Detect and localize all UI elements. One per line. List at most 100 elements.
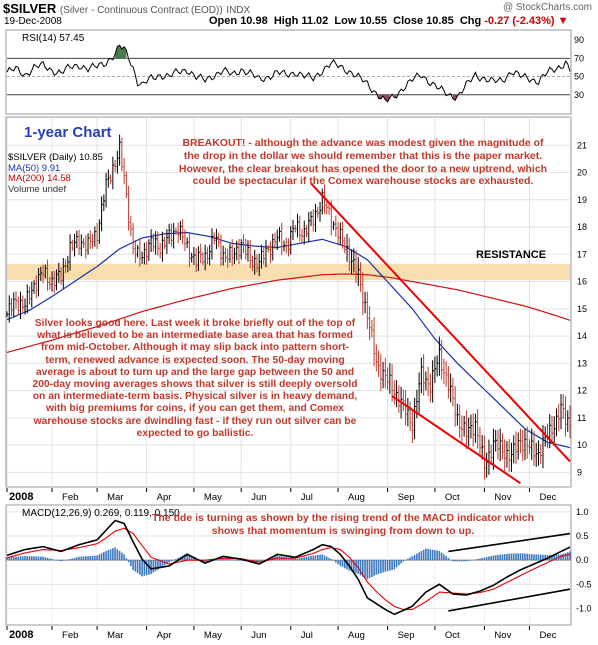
symbol: $SILVER (3, 1, 57, 16)
macd-hist-bar (240, 560, 243, 561)
macd-hist-bar (10, 556, 13, 561)
macd-hist-bar (445, 556, 447, 561)
month-label: May (204, 492, 222, 503)
macd-hist-bar (69, 559, 71, 561)
month-label: Aug (348, 630, 365, 641)
macd-hist-bar (118, 550, 121, 561)
macd-hist-bar (470, 560, 472, 561)
macd-hist-bar (409, 557, 411, 561)
macd-hist-bar (380, 560, 382, 574)
macd-hist-bar (123, 554, 125, 561)
macd-hist-bar (452, 560, 454, 562)
channel-upper-line (310, 182, 571, 463)
macd-hist-bar (21, 556, 24, 561)
macd-hist-bar (96, 555, 98, 561)
macd-hist-bar (17, 556, 20, 561)
price-grid (6, 118, 570, 486)
macd-hist-bar (262, 560, 265, 561)
macd-hist-bar (287, 557, 290, 561)
macd-hist-bar (555, 554, 558, 561)
macd-hist-bar (319, 554, 321, 561)
macd-hist-bar (80, 556, 83, 561)
macd-hist-bar (67, 559, 69, 561)
macd-hist-bar (501, 554, 504, 561)
macd-hist-bar (474, 559, 477, 561)
month-label: Aug (348, 492, 365, 503)
macd-hist-bar (418, 552, 420, 561)
macd-x-axis: 2008 Feb Mar Apr May Jun Jul Aug Sep Oct Nov Dec (6, 626, 571, 641)
macd-hist-bar (175, 559, 177, 561)
rsi-overbought-fill (115, 45, 127, 59)
macd-hist-bar (134, 560, 137, 572)
macd-hist-bar (168, 560, 170, 563)
macd-hist-bar (512, 553, 515, 561)
high-label: High (273, 15, 299, 27)
month-label: Sep (398, 492, 415, 503)
price-tick-label: 18 (577, 222, 587, 232)
macd-hist-bar (353, 560, 355, 573)
price-tick-label: 14 (577, 331, 587, 341)
macd-hist-bar (366, 560, 369, 580)
open-label: Open (209, 15, 238, 27)
macd-hist-bar (170, 560, 173, 562)
macd-hist-bar (323, 555, 326, 561)
macd-hist-bar (472, 559, 474, 561)
macd-frame (5, 504, 572, 626)
macd-hist-bar (121, 552, 123, 561)
macd-hist-bar (420, 551, 423, 561)
macd-hist-bar (307, 556, 310, 561)
macd-trend-lower (448, 588, 571, 612)
month-label: Oct (445, 630, 460, 641)
macd-hist-bar (355, 560, 357, 574)
month-label: Apr (157, 630, 172, 641)
macd-hist-bar (55, 560, 58, 561)
rsi-tick-label: 90 (574, 35, 584, 45)
macd-tick-label: -0.5 (576, 579, 592, 589)
macd-hist-bar (33, 556, 35, 561)
price-tick-label: 9 (577, 467, 582, 477)
macd-hist-bar (60, 560, 62, 562)
macd-hist-bar (222, 557, 224, 561)
ohlc-readout: Open 10.98 High 11.02 Low 10.55 Close 10… (209, 15, 569, 27)
macd-trendlines (448, 532, 571, 612)
macd-hist-bar (215, 560, 218, 561)
rsi-line-group (6, 44, 571, 103)
macd-hist-bar (398, 560, 400, 566)
low-label: Low (334, 15, 357, 27)
macd-trend-upper (448, 532, 571, 553)
macd-hist-bar (298, 558, 301, 561)
month-label: Sep (398, 630, 415, 641)
macd-hist-bar (334, 560, 337, 563)
macd-hist-bar (467, 560, 470, 561)
macd-hist-bar (289, 558, 292, 561)
macd-y-ticks: -1.0 -0.5 0.0 0.5 1.0 (576, 507, 592, 614)
macd-hist-bar (89, 555, 92, 561)
macd-hist-bar (519, 553, 522, 561)
macd-hist-bar (456, 560, 459, 562)
macd-hist-bar (517, 553, 520, 561)
macd-hist-bar (400, 560, 402, 564)
macd-hist-bar (553, 554, 556, 561)
symbol-description: (Silver - Continuous Contract (EOD)) (59, 5, 223, 16)
price-frame (5, 116, 572, 488)
macd-hist-bar (411, 556, 414, 561)
macd-hist-bar (506, 553, 508, 561)
macd-hist-bar (235, 560, 238, 561)
month-label: Nov (494, 492, 511, 503)
macd-hist-bar (177, 557, 179, 561)
macd-hist-bar (530, 554, 533, 561)
macd-hist-bar (48, 558, 51, 561)
macd-hist-bar (233, 559, 236, 561)
macd-title: MACD(12,26,9) 0.269, 0.119, 0.150 (22, 508, 180, 519)
macd-hist-bar (463, 560, 465, 562)
rsi-tick-label: 70 (574, 53, 584, 63)
macd-hist-bar (71, 558, 74, 561)
macd-hist-bar (359, 560, 362, 576)
chart-period-label: 1-year Chart (24, 124, 112, 141)
macd-hist-bar (12, 556, 15, 561)
macd-hist-bar (132, 560, 134, 571)
macd-hist-bar (204, 560, 206, 564)
macd-hist-bar (150, 560, 152, 575)
macd-hist-bar (226, 558, 229, 561)
macd-hist-bar (193, 557, 195, 561)
